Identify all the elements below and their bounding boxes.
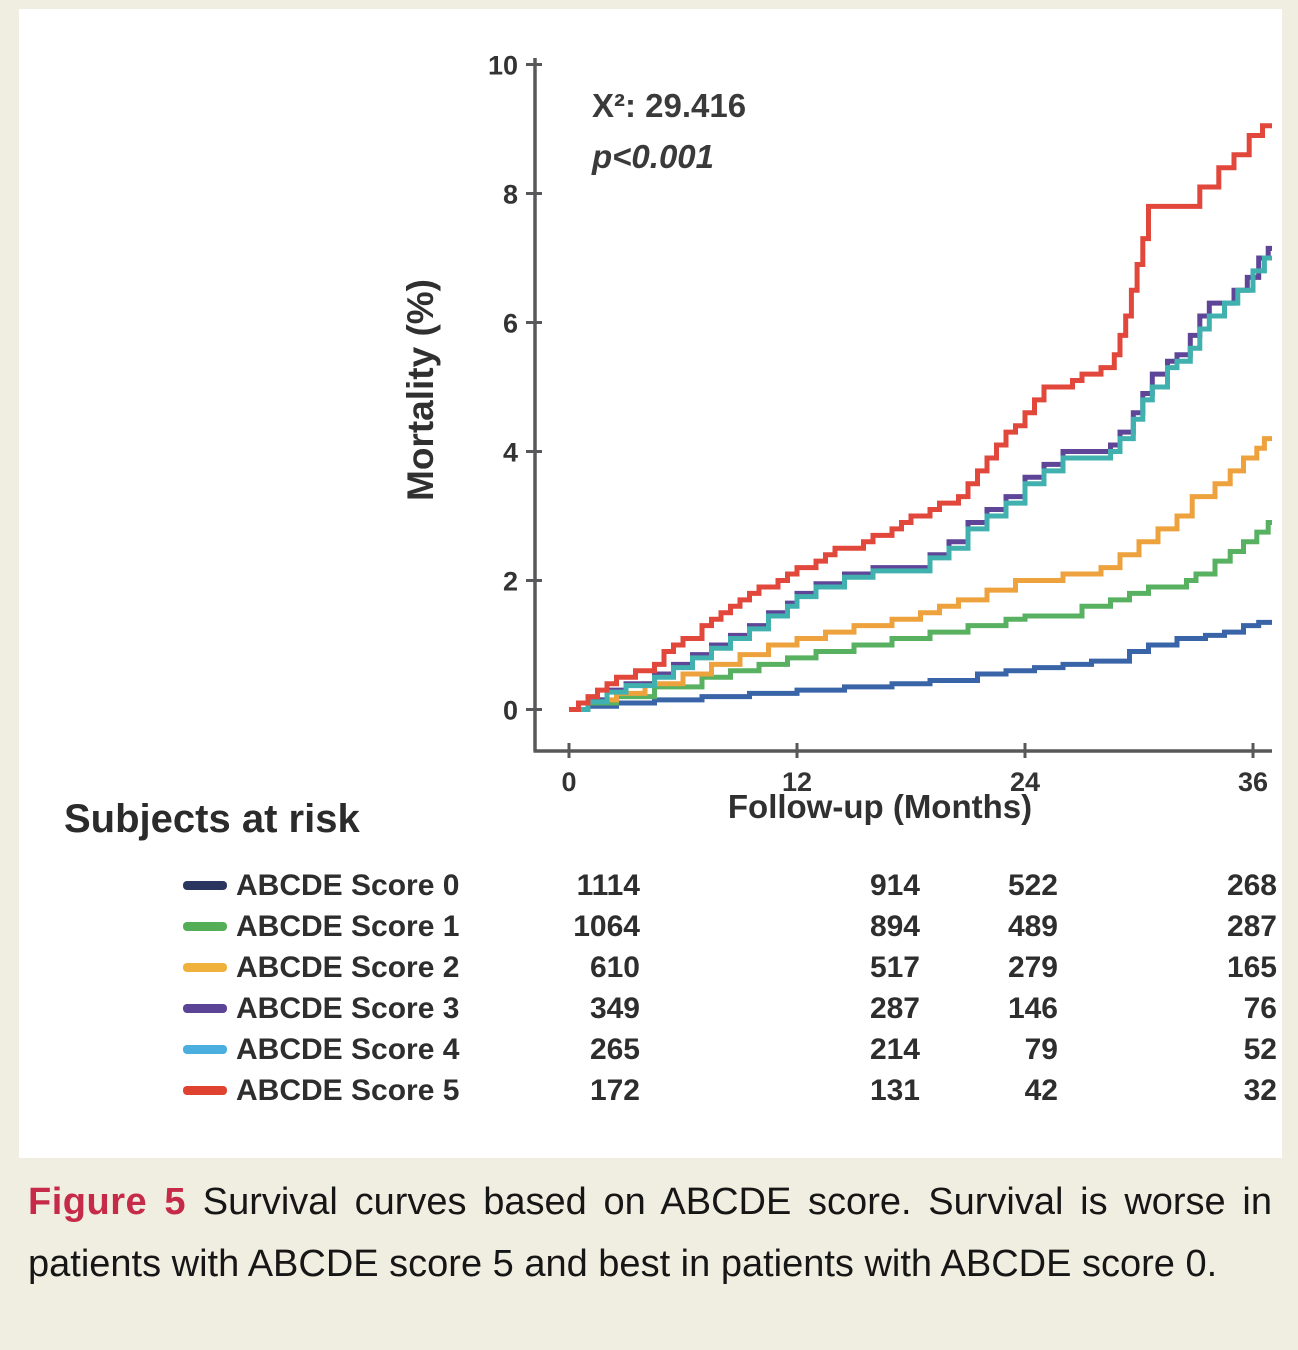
legend-series-label: ABCDE Score 2 — [236, 951, 460, 984]
subjects-at-risk-count: 268 — [1226, 869, 1277, 902]
risk-table-row: ABCDE Score 4 265 214 79 52 — [0, 1030, 1298, 1071]
subjects-at-risk-count: 131 — [869, 1074, 920, 1107]
subjects-at-risk-count: 146 — [1007, 992, 1058, 1025]
subjects-at-risk-count: 914 — [869, 869, 920, 902]
risk-table-row: ABCDE Score 1 1064 894 489 287 — [0, 907, 1298, 948]
subjects-at-risk-count: 42 — [1024, 1074, 1058, 1107]
subjects-at-risk-count: 1114 — [576, 869, 640, 902]
subjects-at-risk-count: 610 — [589, 951, 640, 984]
subjects-at-risk-count: 32 — [1243, 1074, 1277, 1107]
subjects-at-risk-count: 349 — [589, 992, 640, 1025]
risk-table-row: ABCDE Score 0 1114 914 522 268 — [0, 866, 1298, 907]
chi-square-value: X²: 29.416 — [592, 87, 747, 124]
p-value: p<0.001 — [592, 138, 715, 176]
legend-series-label: ABCDE Score 0 — [236, 869, 460, 902]
subjects-at-risk-count: 489 — [1007, 910, 1058, 943]
subjects-at-risk-count: 522 — [1007, 869, 1058, 902]
subjects-at-risk-count: 165 — [1226, 951, 1277, 984]
risk-table-row: ABCDE Score 5 172 131 42 32 — [0, 1071, 1298, 1112]
figure-caption-text: Survival curves based on ABCDE score. Su… — [28, 1181, 1272, 1285]
legend-series-label: ABCDE Score 5 — [236, 1074, 460, 1107]
risk-table-row: ABCDE Score 2 610 517 279 165 — [0, 948, 1298, 989]
legend-series-label: ABCDE Score 1 — [236, 910, 460, 943]
subjects-at-risk-table: ABCDE Score 0 1114 914 522 268 ABCDE Score 1 1… — [0, 866, 1298, 1112]
figure-caption: Figure 5 Survival curves based on ABCDE … — [28, 1172, 1272, 1295]
legend-color-swatch-icon — [183, 881, 227, 890]
subjects-at-risk-count: 76 — [1243, 992, 1277, 1025]
legend-series-label: ABCDE Score 3 — [236, 992, 460, 1025]
subjects-at-risk-count: 265 — [589, 1033, 640, 1066]
chart-statistics-annotation: X²: 29.416 p<0.001 — [592, 80, 746, 182]
x-axis-label: Follow-up (Months) — [727, 788, 1033, 825]
subjects-at-risk-count: 172 — [589, 1074, 640, 1107]
legend-color-swatch-icon — [183, 963, 227, 972]
subjects-at-risk-count: 517 — [869, 951, 920, 984]
subjects-at-risk-count: 279 — [1007, 951, 1058, 984]
subjects-at-risk-count: 79 — [1024, 1033, 1058, 1066]
legend-color-swatch-icon — [183, 1004, 227, 1013]
legend-color-swatch-icon — [183, 922, 227, 931]
subjects-at-risk-count: 287 — [869, 992, 920, 1025]
legend-series-label: ABCDE Score 4 — [236, 1033, 460, 1066]
subjects-at-risk-count: 894 — [869, 910, 920, 943]
subjects-at-risk-header: Subjects at risk — [64, 797, 360, 841]
subjects-at-risk-count: 214 — [869, 1033, 920, 1066]
legend-color-swatch-icon — [183, 1086, 227, 1095]
legend-color-swatch-icon — [183, 1045, 227, 1054]
subjects-at-risk-count: 52 — [1243, 1033, 1277, 1066]
figure-caption-label: Figure 5 — [28, 1181, 186, 1223]
risk-table-row: ABCDE Score 3 349 287 146 76 — [0, 989, 1298, 1030]
subjects-at-risk-count: 1064 — [573, 910, 640, 943]
subjects-at-risk-count: 287 — [1226, 910, 1277, 943]
